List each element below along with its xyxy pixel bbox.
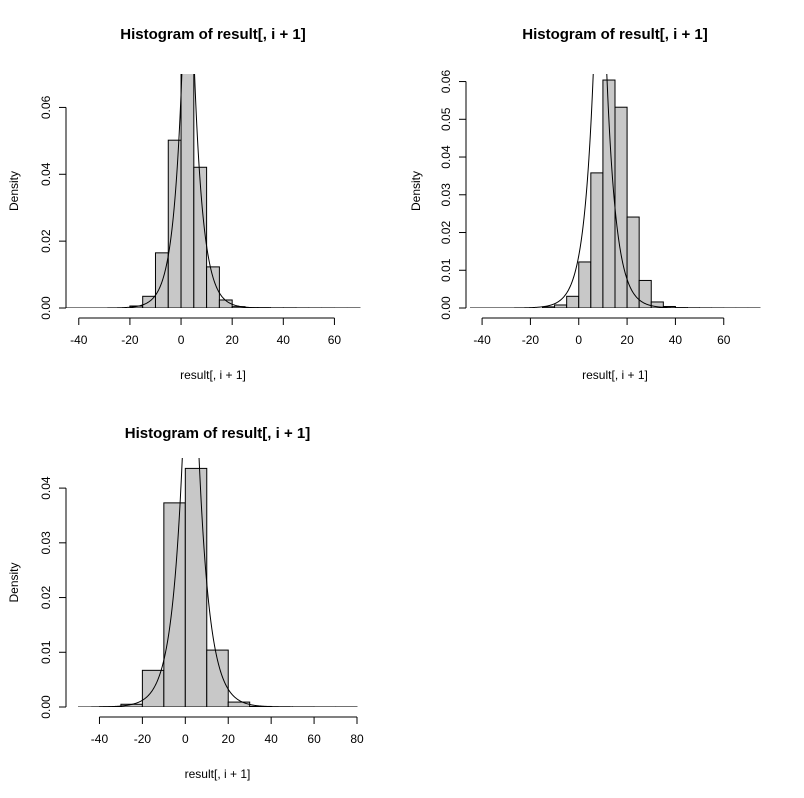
y-tick-label: 0.02: [39, 586, 53, 610]
histogram-bar: [614, 106, 628, 308]
x-tick-label: 40: [669, 333, 683, 347]
x-tick-label: 80: [350, 732, 364, 746]
x-tick-label: 20: [222, 732, 236, 746]
histogram-bar: [184, 467, 208, 707]
x-tick-label: -20: [134, 732, 152, 746]
y-tick-label: 0.04: [439, 145, 453, 169]
x-axis-label: result[, i + 1]: [185, 767, 251, 781]
histogram-bar: [638, 279, 652, 308]
y-tick-label: 0.06: [439, 70, 453, 94]
density-curve: [470, 74, 760, 308]
y-tick-label: 0.04: [39, 476, 53, 500]
y-tick-label: 0.03: [439, 183, 453, 207]
histogram-bar: [180, 74, 195, 308]
y-tick-label: 0.04: [39, 162, 53, 186]
histogram-bar: [566, 295, 580, 308]
chart-title: Histogram of result[, i + 1]: [522, 26, 707, 43]
density-curve: [78, 458, 357, 707]
x-tick-label: 60: [328, 333, 342, 347]
histogram-bar: [206, 649, 229, 707]
plot-area: [66, 74, 361, 308]
y-tick-label: 0.00: [39, 695, 53, 719]
x-tick-label: -20: [522, 333, 540, 347]
x-tick-label: 40: [277, 333, 291, 347]
y-tick-label: 0.00: [39, 296, 53, 320]
y-tick-label: 0.05: [439, 107, 453, 131]
y-tick-label: 0.06: [39, 95, 53, 119]
histogram-bar: [154, 252, 169, 308]
histogram-bar: [163, 502, 186, 707]
x-tick-label: 20: [225, 333, 239, 347]
x-tick-label: 0: [178, 333, 185, 347]
y-axis-label: Density: [409, 171, 423, 211]
y-tick-label: 0.02: [439, 221, 453, 245]
plot-area: [470, 74, 761, 308]
histogram-bar: [218, 299, 233, 308]
x-tick-label: 60: [307, 732, 321, 746]
histogram-bar: [193, 166, 208, 308]
y-tick-label: 0.02: [39, 229, 53, 253]
density-curve: [66, 74, 360, 308]
x-tick-label: -40: [70, 333, 88, 347]
histogram-bar: [554, 304, 568, 308]
chart-title: Histogram of result[, i + 1]: [120, 26, 305, 43]
x-tick-label: 20: [620, 333, 634, 347]
histogram-bar: [590, 172, 604, 308]
chart-title: Histogram of result[, i + 1]: [125, 425, 310, 442]
y-axis-label: Density: [7, 171, 21, 211]
x-axis-label: result[, i + 1]: [180, 368, 246, 382]
y-tick-label: 0.00: [439, 296, 453, 320]
histogram-bar: [626, 216, 640, 308]
histogram-bar: [206, 266, 220, 308]
x-tick-label: 0: [182, 732, 189, 746]
x-tick-label: -40: [473, 333, 491, 347]
x-tick-label: -20: [121, 333, 139, 347]
x-tick-label: -40: [91, 732, 109, 746]
y-tick-label: 0.01: [39, 640, 53, 664]
y-axis-label: Density: [7, 562, 21, 602]
histogram-bar: [167, 139, 182, 308]
histogram-panel-3: Histogram of result[, i + 1] -40 -20 0 20 40 6…: [7, 425, 364, 781]
histogram-bar: [650, 301, 664, 308]
histogram-panel-1: Histogram of result[, i + 1] -40 -20 0 20 40 6…: [7, 26, 361, 382]
histogram-bar: [578, 261, 592, 308]
x-axis-label: result[, i + 1]: [582, 368, 648, 382]
y-tick-label: 0.03: [39, 531, 53, 555]
histogram-panel-2: Histogram of result[, i + 1] -40 -20 0 20 40 6…: [409, 26, 761, 382]
x-tick-label: 40: [264, 732, 278, 746]
x-tick-label: 0: [575, 333, 582, 347]
y-tick-label: 0.01: [439, 258, 453, 282]
plot-area: [78, 458, 358, 707]
histogram-bar: [227, 701, 251, 707]
x-tick-label: 60: [717, 333, 731, 347]
histogram-bar: [542, 306, 556, 308]
